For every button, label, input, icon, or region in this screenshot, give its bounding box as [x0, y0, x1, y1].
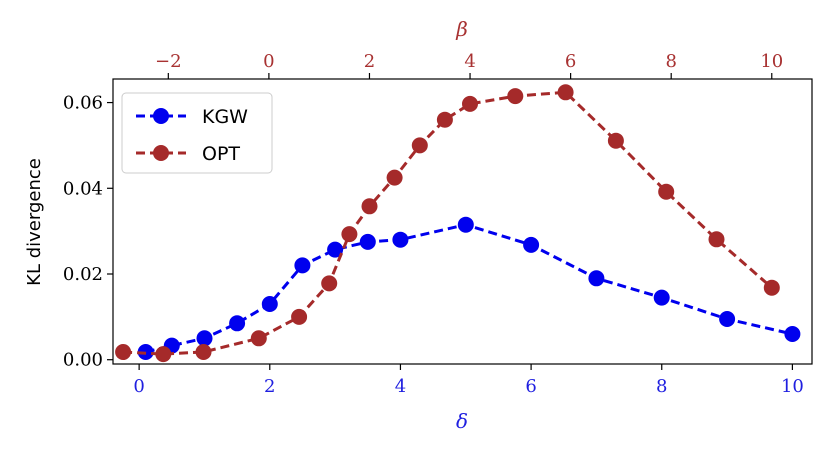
kgw-data-point	[719, 311, 736, 327]
x-bottom-tick-label: 0	[133, 376, 144, 397]
x-top-tick-label: 10	[760, 51, 783, 72]
opt-data-point	[195, 344, 212, 360]
x-top-tick-label: 2	[364, 51, 375, 72]
x-bottom-tick-label: 6	[525, 376, 536, 397]
opt-data-point	[462, 95, 478, 112]
kgw-data-point	[457, 216, 474, 233]
kgw-data-point	[327, 241, 344, 258]
legend: KGW OPT	[121, 92, 273, 174]
x-axis-label-top: β	[455, 17, 468, 41]
legend-box	[121, 92, 273, 174]
legend-opt-label: OPT	[202, 143, 240, 165]
x-bottom-tick-label: 2	[264, 376, 275, 397]
opt-data-point	[708, 231, 725, 248]
opt-data-point	[658, 183, 675, 200]
x-axis-label-bottom: δ	[456, 409, 468, 433]
opt-data-point	[557, 84, 574, 101]
x-top-tick-label: −2	[155, 51, 182, 72]
y-tick-label: 0.06	[63, 93, 103, 114]
kgw-data-point	[784, 326, 801, 342]
kgw-data-point	[392, 231, 409, 248]
legend-kgw-marker	[153, 108, 169, 124]
opt-data-point	[155, 346, 172, 363]
kgw-data-point	[523, 236, 540, 253]
kgw-series-line	[145, 223, 793, 354]
opt-series-line	[123, 90, 773, 356]
plot-frame	[112, 78, 813, 365]
x-top-tick-label: 8	[665, 51, 676, 72]
opt-data-point	[607, 132, 624, 149]
kgw-data-point	[229, 315, 246, 332]
kgw-data-point	[359, 233, 376, 250]
y-tick-label: 0.04	[63, 178, 103, 199]
opt-data-point	[115, 344, 132, 360]
legend-opt-marker	[153, 145, 169, 161]
kgw-data-point	[294, 257, 311, 274]
opt-data-point	[386, 169, 403, 186]
y-axis-label: KL divergence	[24, 158, 45, 286]
y-tick-label: 0.02	[63, 264, 103, 285]
opt-data-point	[411, 137, 428, 154]
x-bottom-tick-label: 4	[395, 376, 406, 397]
x-top-tick-label: 0	[263, 51, 274, 72]
kgw-data-point	[653, 289, 670, 306]
opt-data-point	[321, 275, 338, 292]
opt-data-point	[436, 111, 453, 128]
y-tick-label: 0.00	[63, 350, 103, 371]
opt-data-point	[361, 198, 378, 215]
opt-data-point	[507, 88, 524, 105]
x-bottom-tick-label: 10	[781, 376, 804, 397]
opt-data-point	[341, 226, 358, 243]
legend-kgw-label: KGW	[202, 106, 248, 128]
x-bottom-tick-label: 8	[656, 376, 667, 397]
opt-data-point	[763, 279, 780, 296]
x-top-tick-label: 6	[565, 51, 576, 72]
series-layer	[115, 84, 801, 363]
opt-data-point	[250, 330, 267, 347]
kgw-data-point	[261, 296, 278, 312]
kgw-data-point	[196, 330, 213, 347]
axes-layer: 0.00 0.02 0.04 0.06 0 2 4 6 8 10 −2 0 2 4 6 8 10	[63, 51, 813, 397]
opt-data-point	[291, 308, 308, 325]
x-top-tick-label: 4	[464, 51, 475, 72]
kgw-data-point	[588, 270, 605, 287]
